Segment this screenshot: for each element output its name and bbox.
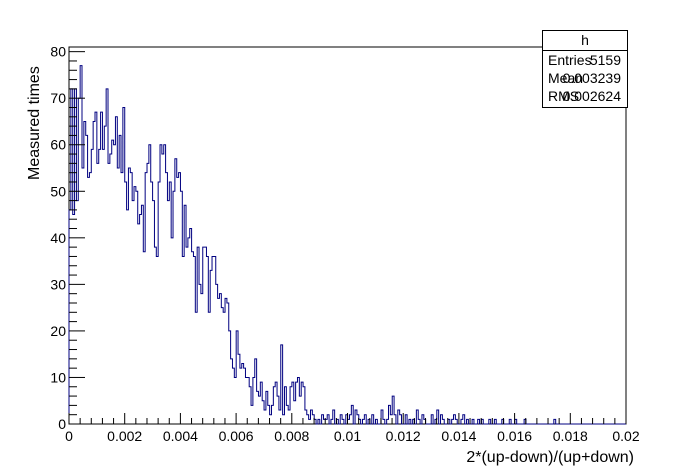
stats-key: RMS bbox=[548, 88, 580, 104]
stats-key: Mean bbox=[548, 70, 584, 86]
y-tick-label: 20 bbox=[50, 323, 66, 339]
y-axis-title: Measured times bbox=[26, 66, 43, 180]
x-tick-label: 0.004 bbox=[163, 428, 198, 444]
x-tick-label: 0.01 bbox=[334, 428, 361, 444]
x-tick-label: 0.016 bbox=[497, 428, 532, 444]
x-tick-label: 0.02 bbox=[612, 428, 639, 444]
x-axis-ticks: 0 0.002 0.004 0.006 0.008 0.01 0.012 0.014 0.016… bbox=[65, 413, 640, 444]
y-tick-label: 0 bbox=[58, 416, 66, 432]
stats-key: Entries bbox=[548, 52, 592, 68]
x-tick-label: 0.002 bbox=[107, 428, 142, 444]
stats-title: h bbox=[543, 31, 627, 51]
histogram-series bbox=[68, 65, 626, 425]
y-tick-label: 70 bbox=[50, 90, 66, 106]
x-tick-label: 0.012 bbox=[386, 428, 421, 444]
x-tick-label: 0 bbox=[65, 428, 73, 444]
y-tick-label: 10 bbox=[50, 369, 66, 385]
stats-row-rms: RMS 0.002624 bbox=[543, 87, 627, 105]
stats-row-entries: Entries 5159 bbox=[543, 51, 627, 69]
y-tick-label: 30 bbox=[50, 276, 66, 292]
stats-box: h Entries 5159 Mean 0.003239 RMS 0.00262… bbox=[542, 30, 628, 108]
x-tick-label: 0.008 bbox=[274, 428, 309, 444]
x-tick-label: 0.014 bbox=[441, 428, 476, 444]
y-tick-label: 60 bbox=[50, 137, 66, 153]
stats-value: 5159 bbox=[589, 52, 621, 68]
y-tick-label: 40 bbox=[50, 230, 66, 246]
y-axis-ticks: 0 10 20 30 40 50 60 70 80 bbox=[50, 44, 85, 432]
stats-value: 0.003239 bbox=[562, 70, 621, 86]
x-axis-title: 2*(up-down)/(up+down) bbox=[466, 449, 634, 466]
stats-row-mean: Mean 0.003239 bbox=[543, 69, 627, 87]
stats-value: 0.002624 bbox=[562, 88, 621, 104]
y-tick-label: 50 bbox=[50, 183, 66, 199]
x-tick-label: 0.006 bbox=[219, 428, 254, 444]
y-tick-label: 80 bbox=[50, 44, 66, 60]
x-tick-label: 0.018 bbox=[553, 428, 588, 444]
